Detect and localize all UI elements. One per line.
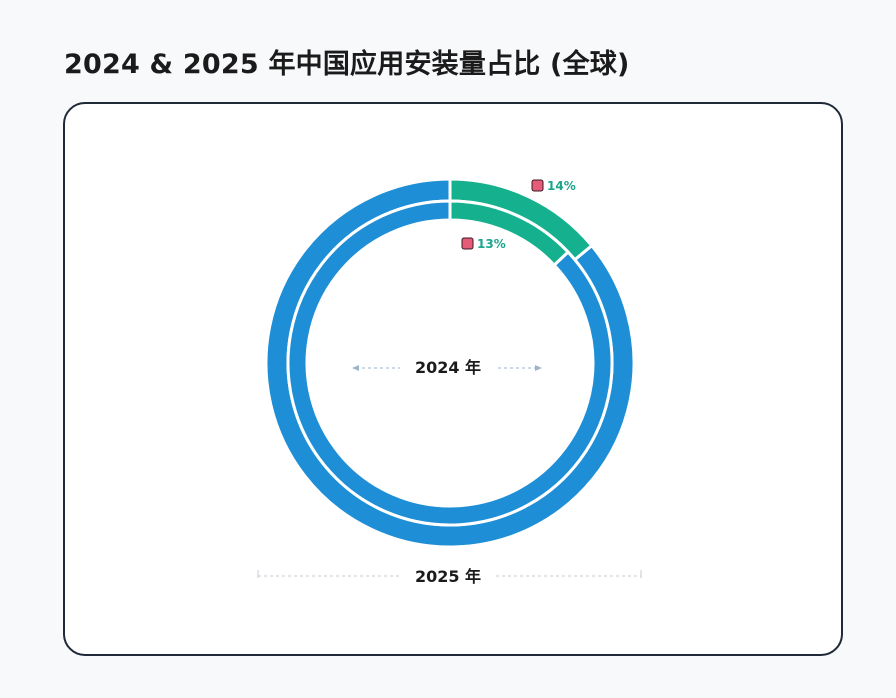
inner-guide-arrow-left <box>352 365 359 371</box>
page-title: 2024 & 2025 年中国应用安装量占比 (全球) <box>64 49 630 80</box>
inner-ring-rest-slice <box>286 199 614 527</box>
inner-share-marker <box>461 237 474 250</box>
inner-share-label: 13% <box>477 237 506 251</box>
outer-share-marker <box>531 179 544 192</box>
outer-share-label: 14% <box>547 179 576 193</box>
inner-ring-label: 2024 年 <box>415 358 481 377</box>
inner-guide-arrow-right <box>535 365 542 371</box>
outer-ring-label: 2025 年 <box>415 567 481 586</box>
